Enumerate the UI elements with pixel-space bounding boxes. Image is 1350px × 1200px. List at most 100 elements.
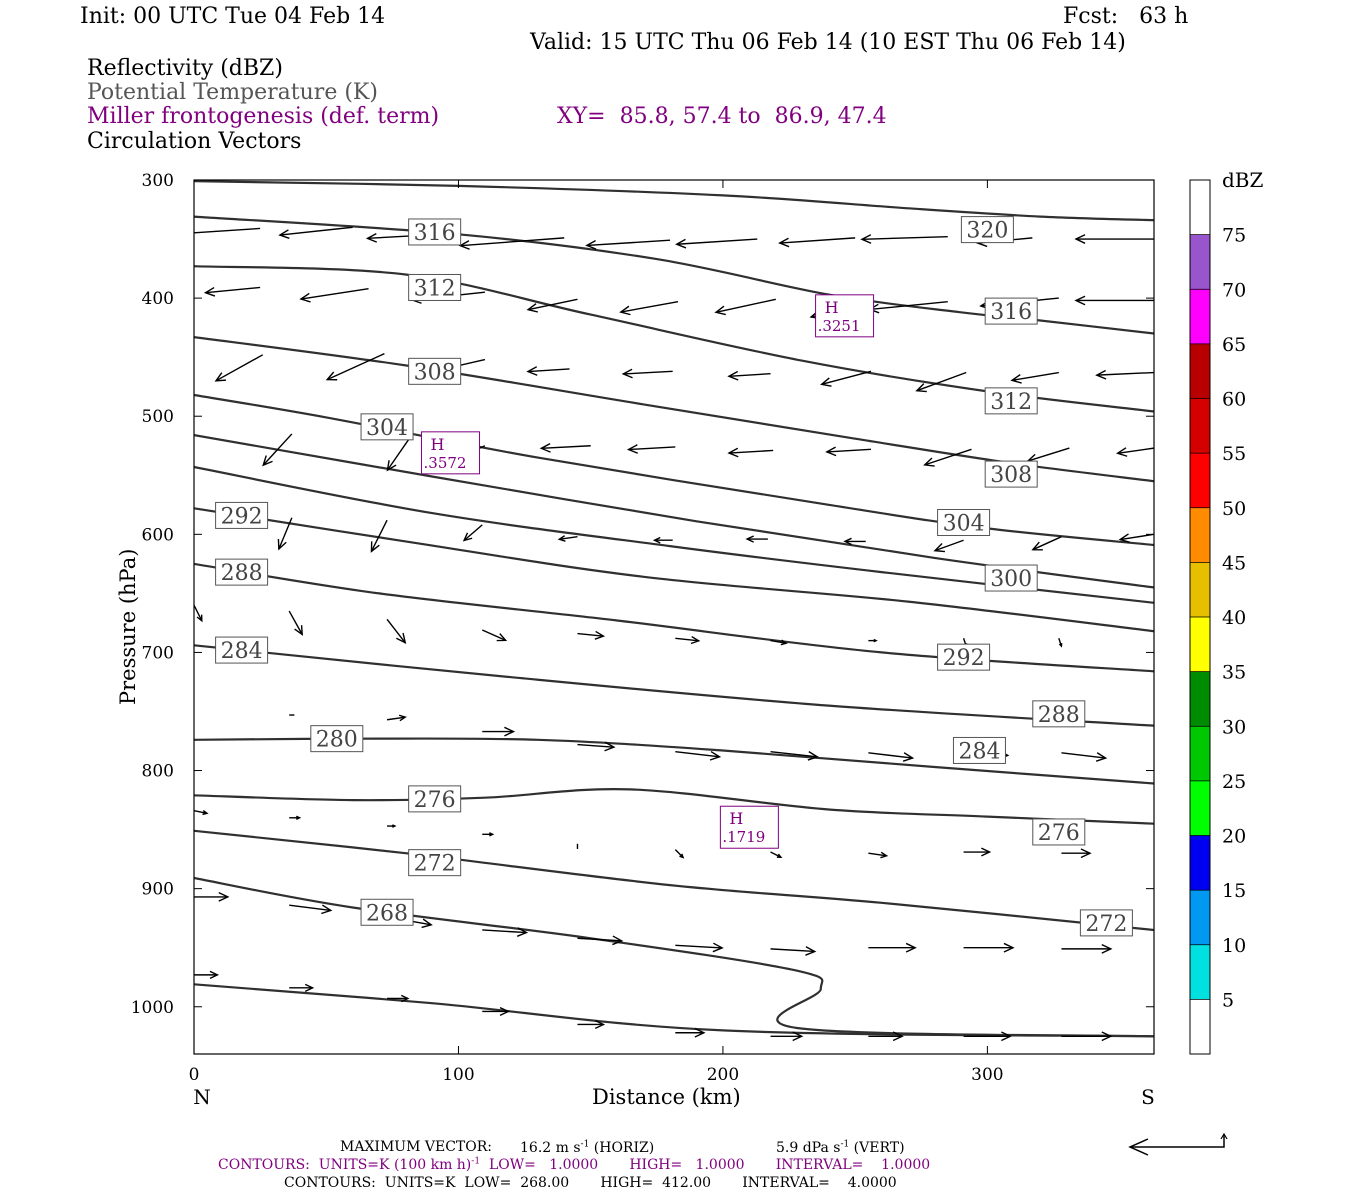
vector-head (296, 815, 302, 820)
reference-vector-vert-head (1220, 1132, 1228, 1140)
contour-label-box (984, 460, 1038, 488)
vector-head (1101, 943, 1113, 954)
colorbar-title: dBZ (1222, 168, 1264, 192)
colorbar-segment (1190, 343, 1210, 399)
vector-head (923, 457, 935, 467)
circulation-vector (526, 366, 570, 376)
vector-head (526, 366, 538, 376)
vector-head (675, 238, 687, 249)
contour-label-box (408, 273, 462, 301)
circulation-vector (577, 1019, 606, 1029)
circulation-vector (577, 630, 606, 640)
contour-label-text: 304 (943, 512, 985, 537)
vector-head (1095, 369, 1107, 380)
vector-shaft (577, 937, 622, 942)
vector-shaft (482, 929, 527, 934)
vector-head (792, 1031, 804, 1042)
circulation-vector (868, 851, 889, 859)
vector-head (304, 983, 315, 992)
vector-shaft (386, 716, 406, 721)
vector-head (981, 847, 992, 857)
contour-label-316: 316 (408, 218, 462, 246)
circulation-vector (868, 752, 915, 762)
vector-shaft (675, 750, 720, 758)
circulation-vector (386, 714, 407, 722)
vector-head (398, 714, 407, 722)
y-tick-label: 900 (142, 880, 174, 900)
theta-contour-284 (194, 644, 1154, 727)
contour-labels: 3203163163123123083083043043002922922882… (215, 216, 1133, 937)
vector-shaft (289, 904, 331, 912)
vector-head (873, 638, 878, 643)
vector-head (386, 460, 397, 472)
vector-head (780, 639, 788, 646)
circulation-vector (1061, 752, 1108, 762)
circulation-vector (1010, 371, 1059, 384)
circulation-vector (482, 1006, 510, 1016)
vector-shaft (481, 629, 506, 642)
circulation-vector (462, 524, 483, 542)
y-tick-label: 700 (142, 643, 174, 663)
fronto-max-box (421, 431, 481, 475)
contour-label-box (360, 898, 414, 926)
vector-shaft (675, 637, 699, 642)
vector-head (1031, 541, 1043, 551)
contour-label-text: 276 (414, 788, 456, 813)
fronto-max-letter: H (825, 298, 839, 317)
vector-head (820, 377, 832, 387)
x-tick-label: 100 (442, 1065, 474, 1085)
max-vert-value: 5.9 dPa s-1 (VERT) (776, 1139, 905, 1156)
vector-shaft (861, 235, 948, 240)
vector-head (690, 635, 701, 645)
contour-label-box (1032, 700, 1086, 728)
forecast-hour: Fcst: 63 h (1063, 4, 1189, 29)
circulation-vector (652, 536, 673, 544)
vector-head (652, 536, 661, 544)
contour-label-text: 316 (414, 221, 456, 246)
contour-label-288: 288 (215, 558, 269, 586)
vector-head (594, 630, 606, 640)
circulation-vector (860, 234, 948, 244)
contour-label-text: 276 (1038, 821, 1080, 846)
contour-label-text: 300 (990, 567, 1032, 592)
contour-label-304: 304 (360, 413, 414, 441)
vector-head (203, 286, 216, 297)
circulation-vector (539, 442, 591, 453)
vector-shaft (728, 449, 774, 454)
circulation-vector (458, 237, 565, 250)
circulation-vector (1115, 447, 1154, 457)
vector-head (202, 809, 209, 816)
vector-shaft (278, 517, 293, 550)
contour-label-box (960, 216, 1014, 244)
circulation-vector (626, 444, 676, 454)
circulation-vector (770, 639, 788, 646)
contour-label-box (215, 501, 269, 529)
vector-head (860, 234, 872, 244)
colorbar-label: 35 (1222, 662, 1246, 684)
vector-head (277, 538, 287, 551)
vector-head (933, 543, 946, 553)
y-tick-label: 1000 (131, 998, 174, 1018)
vector-shaft (586, 239, 671, 247)
circulation-vector (714, 298, 776, 316)
circulation-vector (963, 1031, 1013, 1042)
vector-shaft (527, 298, 578, 311)
vector-shaft (262, 433, 293, 466)
vector-head (727, 370, 739, 381)
vector-shaft (1117, 447, 1154, 454)
circulation-vector (194, 809, 209, 816)
contour-label-280: 280 (310, 725, 364, 753)
contour-label-text: 280 (316, 728, 358, 753)
colorbar-label: 45 (1222, 552, 1246, 574)
contour-label-308: 308 (408, 357, 462, 385)
contour-label-308: 308 (984, 460, 1038, 488)
vector-head (462, 532, 473, 542)
circulation-vector (770, 1031, 804, 1042)
circulation-vector (923, 448, 972, 467)
circulation-vector (387, 994, 410, 1003)
circulation-vector (868, 1031, 904, 1042)
contour-label-box (937, 643, 991, 671)
colorbar-segment (1190, 999, 1210, 1054)
colorbar-segment (1190, 398, 1210, 454)
vector-shaft (779, 237, 856, 244)
